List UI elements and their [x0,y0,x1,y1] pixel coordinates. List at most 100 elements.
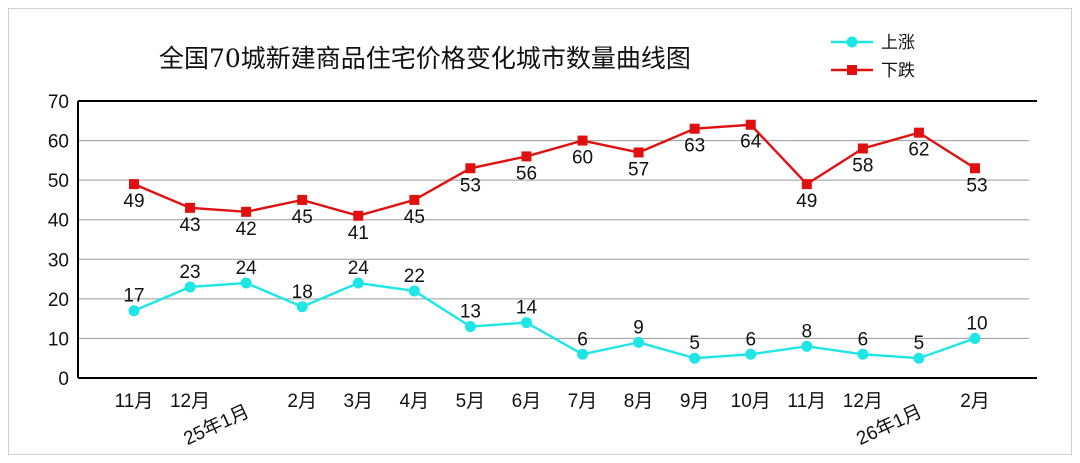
data-label: 8 [802,321,813,342]
data-label: 62 [908,140,929,161]
y-tick-label: 70 [48,92,69,113]
data-point [353,210,364,221]
data-label: 10 [966,313,987,334]
y-tick-label: 0 [58,369,69,390]
data-label: 24 [348,258,370,279]
data-point [185,202,196,213]
data-label: 45 [404,207,425,228]
data-label: 49 [796,191,817,212]
data-label: 22 [404,266,425,287]
data-label: 5 [914,333,925,354]
data-point [129,179,139,190]
data-point [577,348,589,360]
data-point [465,163,476,174]
data-point [464,321,476,333]
x-tick-label: 2月 [960,391,990,412]
data-label: 53 [460,175,481,196]
y-tick-label: 50 [48,171,69,192]
y-tick-label: 10 [48,329,69,350]
series-layer [128,119,981,364]
x-tick-label: 4月 [400,391,430,412]
data-point [184,281,196,293]
data-label: 6 [745,329,756,350]
data-label: 6 [577,329,588,350]
x-tick-label: 3月 [343,391,373,412]
x-tick-label: 11月 [787,391,826,412]
data-point [577,135,588,146]
data-label: 64 [740,132,762,153]
data-point [409,194,420,205]
data-point [913,127,924,138]
chart-frame: 全国70城新建商品住宅价格变化城市数量曲线图 上涨下跌 0 10 20 30 40 50 6… [8,8,1072,455]
series-line-1 [133,123,976,218]
data-label: 23 [179,262,200,283]
data-point [408,285,420,297]
legend-label: 下跌 [881,61,915,81]
data-point [520,317,532,329]
data-label: 60 [572,148,593,169]
x-tick-label: 9月 [680,391,710,412]
data-label: 17 [123,286,144,307]
x-tick-label: 6月 [512,391,542,412]
data-label: 41 [348,223,369,244]
data-label: 14 [516,298,538,319]
data-point [241,206,252,217]
data-point [297,194,308,205]
data-point [801,340,813,352]
x-tick-label: 12月 [170,391,210,412]
x-tick-label: 11月 [115,391,154,412]
legend-marker [846,36,858,48]
x-tick-label: 12月 [843,391,883,412]
gridlines [78,100,1037,339]
data-label: 24 [236,258,258,279]
data-label: 45 [292,207,313,228]
data-point [633,336,645,348]
data-point [240,277,252,289]
data-point [970,163,980,174]
data-point [969,332,981,344]
y-axis: 0 10 20 30 40 50 60 70 [48,92,79,390]
data-label: 57 [628,159,649,180]
data-point [633,147,644,158]
x-tick-label: 8月 [624,391,654,412]
data-label: 56 [516,163,537,184]
data-label: 63 [684,136,705,157]
data-label: 6 [858,329,869,350]
data-label: 13 [460,302,481,323]
data-point [857,143,868,154]
y-tick-label: 40 [48,211,69,232]
x-tick-label: 5月 [456,391,486,412]
data-point [128,305,140,317]
data-label: 58 [852,155,873,176]
y-tick-label: 20 [48,290,69,311]
data-label: 43 [179,215,200,236]
data-point [857,348,869,360]
data-point [689,352,701,364]
data-point [801,179,812,190]
data-point [521,151,532,162]
chart-title: 全国70城新建商品住宅价格变化城市数量曲线图 [159,44,691,73]
x-tick-label: 10月 [731,391,771,412]
data-label: 53 [966,175,987,196]
data-label: 18 [292,282,313,303]
x-tick-label: 2月 [287,391,317,412]
data-point [689,123,700,134]
series-line-0 [133,281,976,360]
x-tick-label: 7月 [568,391,598,412]
y-tick-label: 60 [48,132,69,153]
data-point [913,352,925,364]
legend-marker [847,65,857,75]
data-point [745,348,757,360]
y-tick-label: 30 [48,250,69,271]
data-label: 9 [633,317,644,338]
data-point [296,301,308,313]
data-point [352,277,364,289]
data-label: 49 [123,191,144,212]
data-point [745,119,756,130]
data-label: 5 [689,333,700,354]
legend-label: 上涨 [881,33,915,53]
